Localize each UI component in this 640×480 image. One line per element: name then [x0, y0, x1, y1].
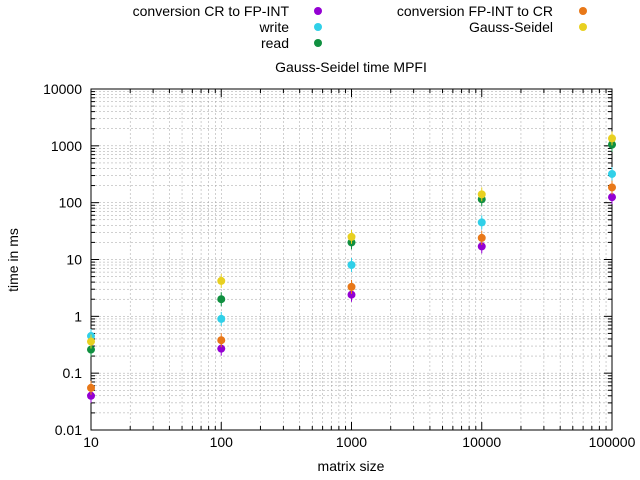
- y-tick-label: 1: [74, 308, 82, 324]
- x-axis-label: matrix size: [318, 458, 385, 474]
- legend-marker: [579, 7, 587, 15]
- axis-ticks: 10 100 1000 10000 100000 0.01 0.1 1 10 100 1000 100…: [43, 81, 636, 450]
- legend-label: write: [258, 19, 289, 35]
- legend-label: conversion CR to FP-INT: [133, 3, 290, 19]
- y-tick-label: 0.1: [63, 365, 83, 381]
- legend-label: conversion FP-INT to CR: [397, 3, 553, 19]
- y-tick-label: 10: [66, 252, 82, 268]
- y-tick-label: 1000: [51, 138, 82, 154]
- legend-marker: [314, 39, 322, 47]
- x-tick-label: 10000: [462, 434, 501, 450]
- y-tick-label: 100: [59, 195, 83, 211]
- legend-marker: [579, 23, 587, 31]
- x-tick-label: 1000: [336, 434, 367, 450]
- legend-marker: [314, 7, 322, 15]
- data-points: [87, 131, 616, 403]
- x-tick-label: 100: [210, 434, 234, 450]
- x-tick-label: 100000: [589, 434, 636, 450]
- y-tick-label: 10000: [43, 81, 82, 97]
- y-tick-label: 0.01: [55, 422, 82, 438]
- y-axis-label: time in ms: [5, 228, 21, 292]
- x-tick-label: 10: [83, 434, 99, 450]
- chart-title: Gauss-Seidel time MPFI: [275, 59, 427, 75]
- legend-label: read: [261, 35, 289, 51]
- legend-marker: [314, 23, 322, 31]
- legend-label: Gauss-Seidel: [469, 19, 553, 35]
